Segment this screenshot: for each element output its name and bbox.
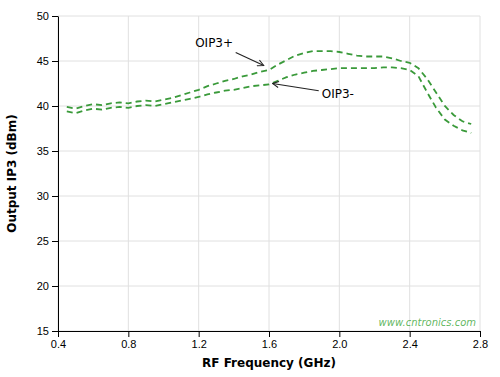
annotation-arrow bbox=[273, 84, 319, 91]
tick-label: 45 bbox=[37, 55, 49, 67]
grid-line-y bbox=[58, 286, 480, 287]
grid bbox=[58, 16, 480, 331]
tick-mark bbox=[339, 331, 340, 337]
grid-line-y bbox=[58, 196, 480, 197]
tick-mark bbox=[52, 196, 58, 197]
tick: 15 bbox=[37, 325, 58, 337]
tick: 35 bbox=[37, 145, 58, 157]
tick-label: 0.8 bbox=[121, 338, 136, 350]
x-axis: 0.4 0.8 1.2 1.6 2.0 2.4 2.8 bbox=[51, 331, 488, 350]
tick: 2.8 bbox=[473, 331, 488, 350]
tick-mark bbox=[52, 151, 58, 152]
grid-line-x bbox=[269, 16, 270, 331]
grid-line-x bbox=[480, 16, 481, 331]
annotations: OIP3+ OIP3- www.cntronics.com bbox=[195, 36, 476, 329]
tick: 1.6 bbox=[262, 331, 277, 350]
tick-mark bbox=[52, 286, 58, 287]
annotation-arrow bbox=[236, 53, 264, 66]
tick-label: 1.6 bbox=[262, 338, 277, 350]
chart: 0.4 0.8 1.2 1.6 2.0 2.4 2.8 15 20 25 30 35 40 45 50 RF … bbox=[0, 0, 500, 377]
tick: 1.2 bbox=[192, 331, 207, 350]
tick: 45 bbox=[37, 55, 58, 67]
grid-line-x bbox=[128, 16, 129, 331]
tick: 2.0 bbox=[332, 331, 347, 350]
grid-line-x bbox=[198, 16, 199, 331]
tick: 30 bbox=[37, 190, 58, 202]
tick-label: 0.4 bbox=[51, 338, 66, 350]
tick: 2.4 bbox=[403, 331, 418, 350]
axis-line bbox=[58, 17, 59, 332]
tick-label: 50 bbox=[37, 10, 49, 22]
tick: 0.4 bbox=[51, 331, 66, 350]
tick-mark bbox=[480, 331, 481, 337]
series-line bbox=[67, 51, 471, 124]
tick-label: 30 bbox=[37, 190, 49, 202]
tick-label: 1.2 bbox=[192, 338, 207, 350]
tick: 50 bbox=[37, 10, 58, 22]
tick-mark bbox=[52, 106, 58, 107]
tick: 20 bbox=[37, 280, 58, 292]
grid-line-y bbox=[58, 151, 480, 152]
x-axis-title: RF Frequency (GHz) bbox=[202, 356, 336, 370]
tick-label: 35 bbox=[37, 145, 49, 157]
tick: 40 bbox=[37, 100, 58, 112]
tick-mark bbox=[269, 331, 270, 337]
tick-label: 40 bbox=[37, 100, 49, 112]
tick-mark bbox=[410, 331, 411, 337]
grid-line-x bbox=[339, 16, 340, 331]
tick-mark bbox=[52, 61, 58, 62]
tick: 0.8 bbox=[121, 331, 136, 350]
tick-mark bbox=[58, 331, 59, 337]
y-axis-title: Output IP3 (dBm) bbox=[5, 114, 19, 233]
y-axis: 15 20 25 30 35 40 45 50 bbox=[37, 10, 59, 337]
grid-line-x bbox=[58, 16, 59, 331]
tick-label: 2.0 bbox=[332, 338, 347, 350]
tick-mark bbox=[52, 241, 58, 242]
tick-label: 2.4 bbox=[403, 338, 418, 350]
grid-line-y bbox=[58, 16, 480, 17]
tick-mark bbox=[52, 16, 58, 17]
plot-area bbox=[67, 51, 471, 133]
annotation-text: OIP3+ bbox=[195, 36, 233, 50]
tick-label: 2.8 bbox=[473, 338, 488, 350]
grid-line-y bbox=[58, 241, 480, 242]
tick: 25 bbox=[37, 235, 58, 247]
grid-line-y bbox=[58, 61, 480, 62]
tick-mark bbox=[52, 331, 58, 332]
watermark: www.cntronics.com bbox=[379, 317, 477, 328]
tick-label: 15 bbox=[37, 325, 49, 337]
series-line bbox=[67, 67, 471, 133]
tick-mark bbox=[199, 331, 200, 337]
tick-label: 25 bbox=[37, 235, 49, 247]
tick-label: 20 bbox=[37, 280, 49, 292]
annotation-text: OIP3- bbox=[322, 87, 354, 101]
tick-mark bbox=[128, 331, 129, 337]
